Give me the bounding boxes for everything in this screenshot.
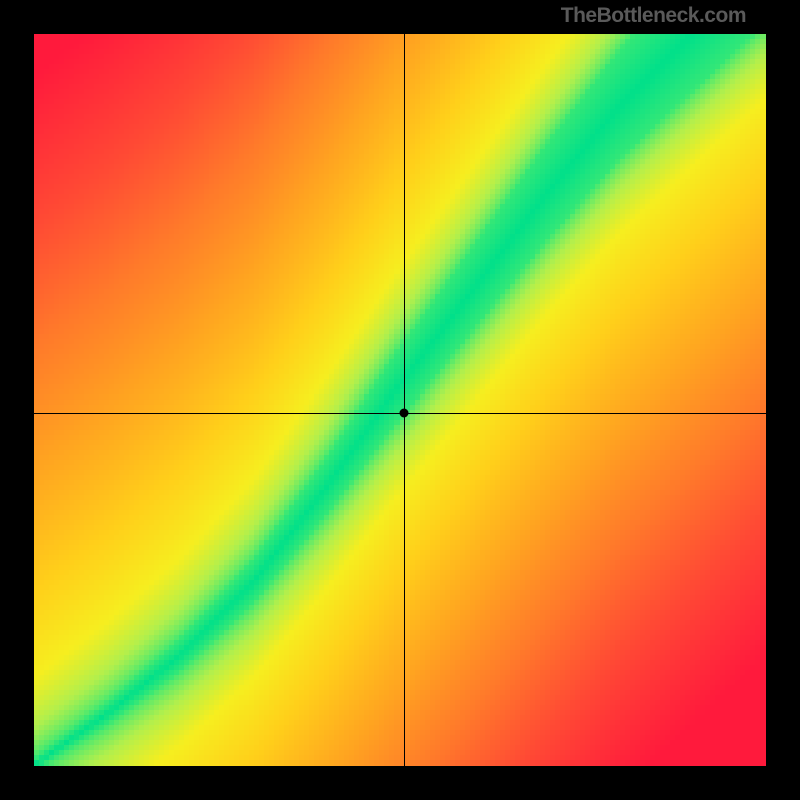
attribution-watermark: TheBottleneck.com bbox=[561, 4, 746, 28]
marker-dot bbox=[400, 409, 409, 418]
chart-container: TheBottleneck.com bbox=[0, 0, 800, 800]
crosshair-vertical bbox=[404, 34, 405, 766]
heatmap-plot bbox=[34, 34, 766, 766]
heatmap-canvas bbox=[34, 34, 766, 766]
